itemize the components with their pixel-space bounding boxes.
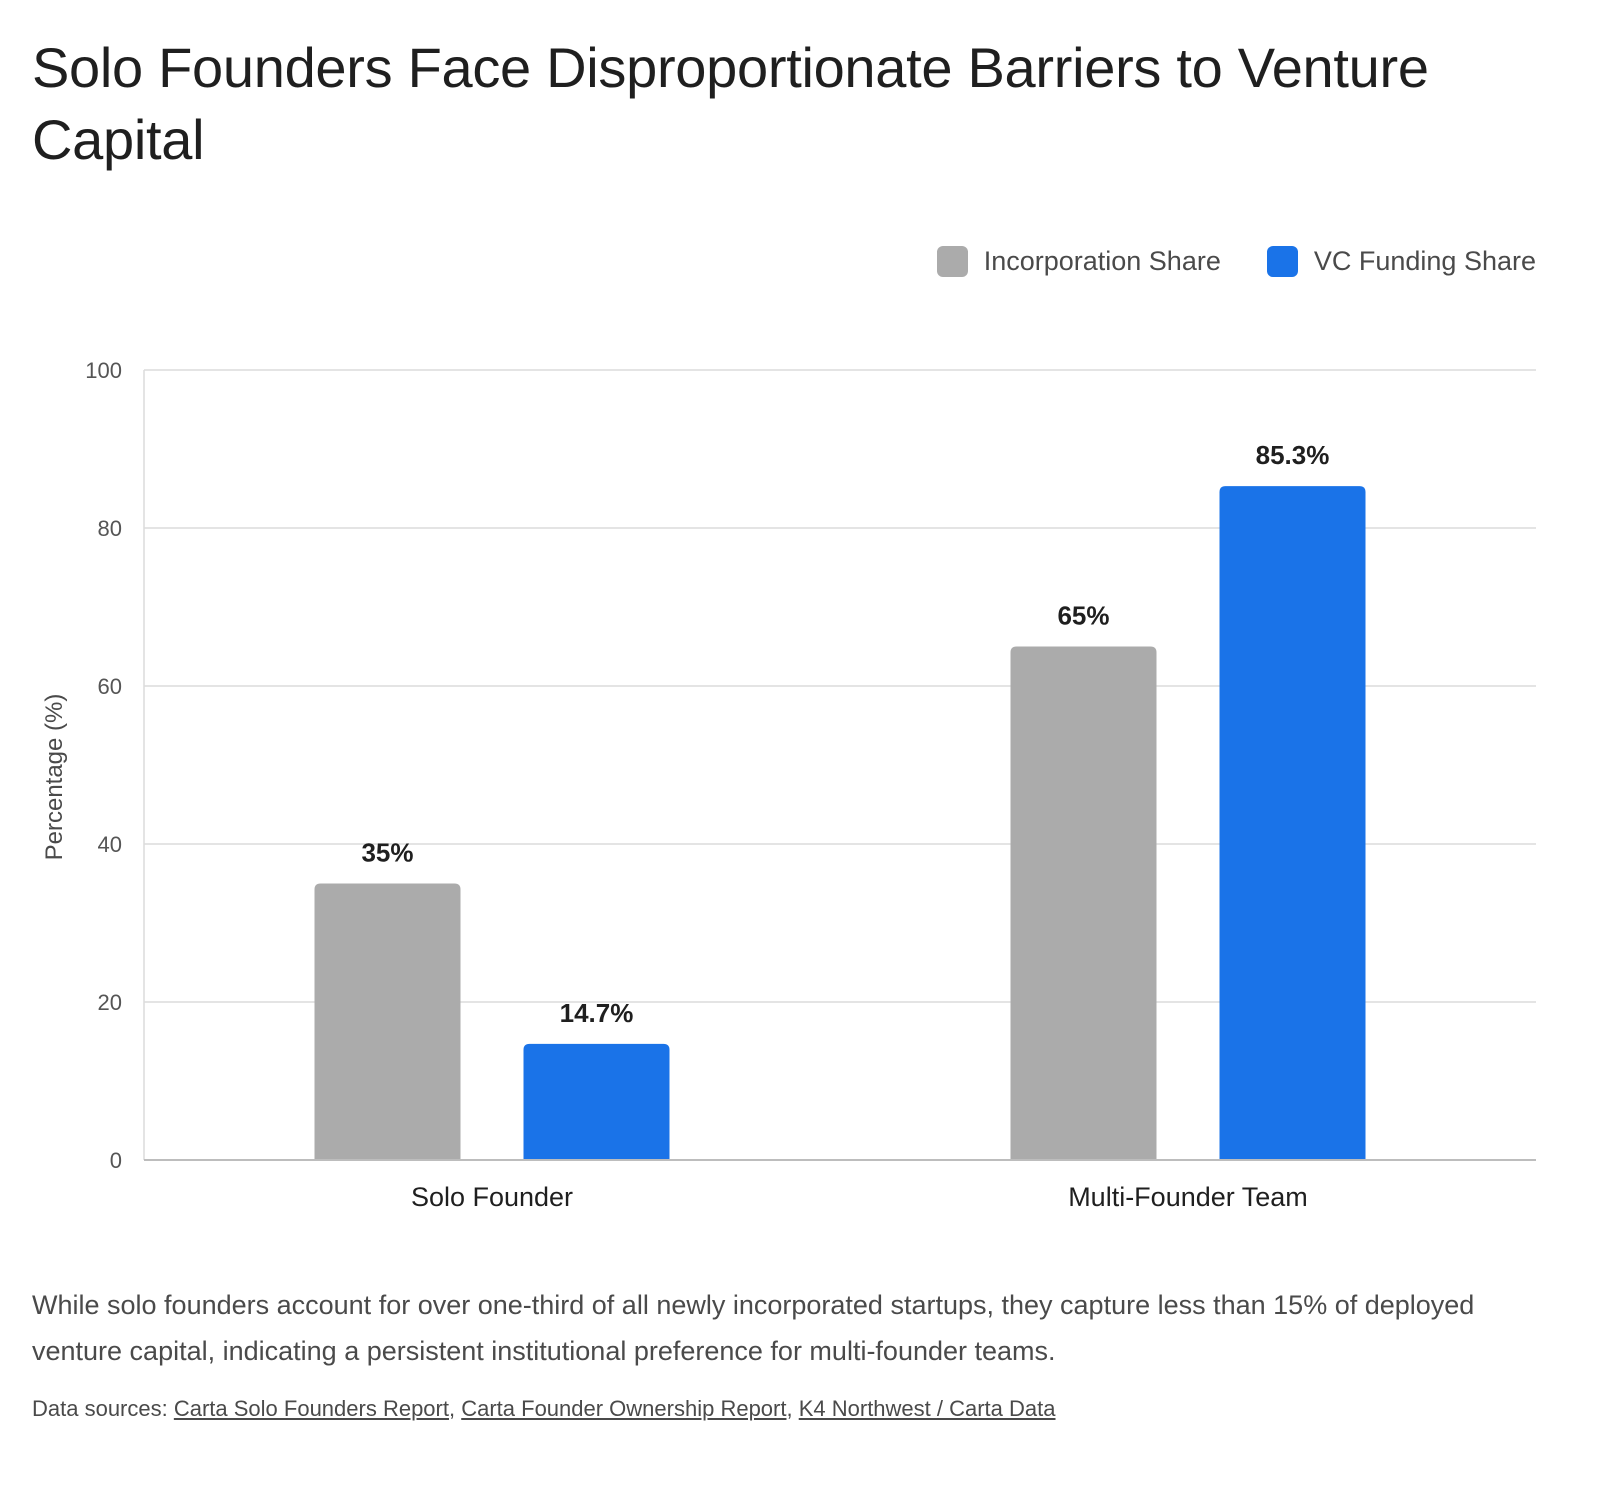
sources-prefix: Data sources: xyxy=(32,1396,174,1421)
legend-item-vc-funding[interactable]: VC Funding Share xyxy=(1266,246,1536,277)
y-tick-label-20: 20 xyxy=(98,990,122,1015)
source-link-k4-northwest[interactable]: K4 Northwest / Carta Data xyxy=(798,1396,1056,1421)
sources-separator: , xyxy=(448,1396,462,1421)
y-tick-label-100: 100 xyxy=(85,358,122,383)
legend-label-vc-funding: VC Funding Share xyxy=(1313,246,1536,276)
legend-item-incorporation[interactable]: Incorporation Share xyxy=(936,246,1221,277)
value-label-multi-founder-team-vc-funding-share: 85.3% xyxy=(1256,440,1330,470)
bar-chart: 0 20 40 60 80 100 Percentage (%) 35% 14.7% Solo F… xyxy=(41,358,1536,1212)
legend-swatch-vc-funding xyxy=(1266,246,1298,277)
sources-separator: , xyxy=(786,1396,799,1421)
y-axis-title: Percentage (%) xyxy=(41,694,68,861)
y-tick-label-40: 40 xyxy=(98,832,122,857)
y-tick-label-80: 80 xyxy=(98,516,122,541)
chart-caption: While solo founders account for over one… xyxy=(32,1290,1475,1366)
y-tick-label-60: 60 xyxy=(98,674,122,699)
bar-multi-founder-team-vc-funding-share[interactable] xyxy=(1219,486,1366,1160)
chart-title: Solo Founders Face Disproportionate Barr… xyxy=(32,36,1429,171)
data-sources: Data sources: Carta Solo Founders Report… xyxy=(32,1396,1056,1422)
bar-solo-founder-vc-funding-share[interactable] xyxy=(523,1043,670,1160)
legend-label-incorporation: Incorporation Share xyxy=(983,246,1221,276)
source-link-carta-solo-founders[interactable]: Carta Solo Founders Report xyxy=(173,1396,449,1421)
x-category-label-multi-founder-team: Multi-Founder Team xyxy=(1068,1182,1308,1212)
value-label-multi-founder-team-incorporation-share: 65% xyxy=(1057,601,1109,631)
bar-solo-founder-incorporation-share[interactable] xyxy=(314,883,461,1161)
x-category-label-solo-founder: Solo Founder xyxy=(411,1182,573,1212)
value-label-solo-founder-incorporation-share: 35% xyxy=(361,838,413,868)
source-link-carta-founder-ownership[interactable]: Carta Founder Ownership Report xyxy=(461,1396,787,1421)
y-tick-label-0: 0 xyxy=(110,1148,122,1173)
value-label-solo-founder-vc-funding-share: 14.7% xyxy=(560,998,634,1028)
legend-swatch-incorporation xyxy=(936,246,968,277)
bar-multi-founder-team-incorporation-share[interactable] xyxy=(1010,646,1157,1161)
legend: Incorporation Share VC Funding Share xyxy=(936,246,1536,277)
